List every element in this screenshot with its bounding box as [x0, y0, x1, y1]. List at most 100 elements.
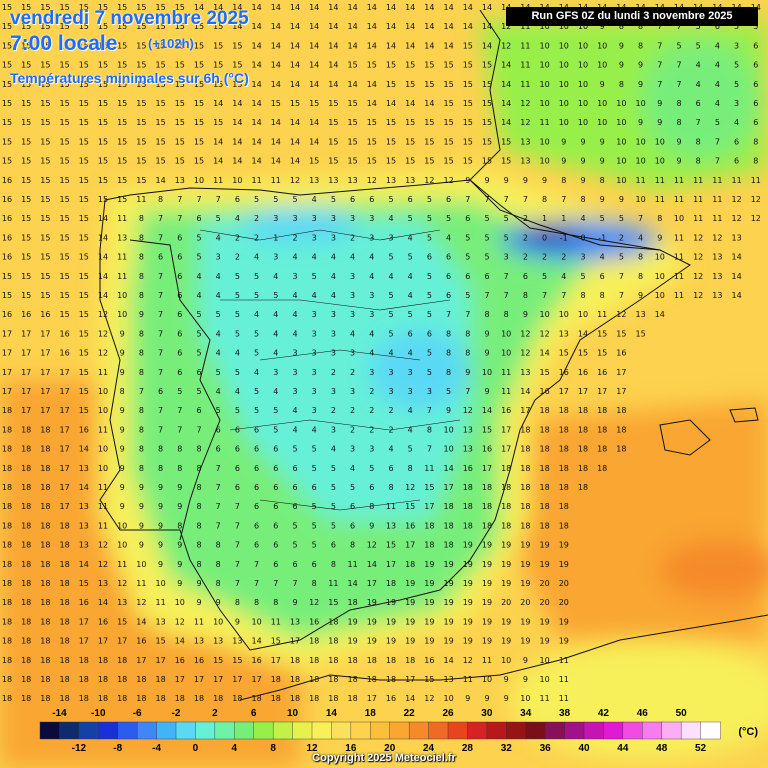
grid-value: 18 [578, 483, 588, 492]
grid-value: 16 [2, 214, 12, 223]
grid-value: 9 [580, 157, 585, 166]
grid-value: 10 [540, 61, 550, 70]
grid-value: 9 [484, 176, 489, 185]
grid-value: 15 [2, 118, 12, 127]
grid-value: 18 [60, 675, 70, 684]
grid-value: 18 [348, 656, 358, 665]
grid-value: 15 [117, 157, 127, 166]
grid-value: 6 [465, 272, 470, 281]
grid-value: 12 [501, 22, 511, 31]
grid-value: 8 [177, 521, 182, 530]
grid-value: 17 [40, 368, 50, 377]
grid-value: 10 [194, 176, 204, 185]
grid-value: 2 [350, 233, 355, 242]
grid-value: 14 [271, 137, 281, 146]
grid-value: 16 [2, 310, 12, 319]
grid-value: 3 [312, 387, 317, 396]
grid-value: 12 [520, 99, 530, 108]
legend-swatch [78, 721, 99, 740]
grid-value: 10 [117, 541, 127, 550]
grid-value: 5 [408, 253, 413, 262]
grid-value: 15 [175, 118, 185, 127]
grid-value: 14 [520, 387, 530, 396]
grid-value: 18 [309, 694, 319, 703]
grid-value: -1 [598, 233, 606, 242]
grid-value: 5 [427, 195, 432, 204]
grid-value: 5 [331, 502, 336, 511]
grid-value: 8 [139, 291, 144, 300]
grid-value: 18 [463, 483, 473, 492]
grid-value: 15 [79, 80, 89, 89]
grid-value: 15 [482, 137, 492, 146]
grid-value: 10 [252, 617, 262, 626]
grid-value: 14 [271, 80, 281, 89]
grid-value: 4 [408, 272, 413, 281]
grid-value: 14 [232, 118, 242, 127]
grid-value: 18 [40, 560, 50, 569]
grid-value: 4 [312, 195, 317, 204]
grid-value: 15 [136, 99, 146, 108]
grid-value: 14 [271, 41, 281, 50]
grid-value: 13 [79, 521, 89, 530]
grid-value: 14 [405, 694, 415, 703]
grid-value: 14 [386, 3, 396, 12]
grid-value: 8 [696, 137, 701, 146]
grid-value: 6 [292, 502, 297, 511]
grid-value: 10 [559, 22, 569, 31]
grid-value: 18 [21, 617, 31, 626]
legend-bottom-label: 28 [462, 743, 474, 754]
grid-value: 13 [156, 617, 166, 626]
grid-value: 15 [578, 349, 588, 358]
grid-value: 5 [254, 406, 259, 415]
grid-value: 9 [619, 195, 624, 204]
grid-value: 5 [292, 195, 297, 204]
grid-value: 5 [446, 214, 451, 223]
grid-value: 15 [175, 137, 185, 146]
grid-value: 3 [273, 214, 278, 223]
grid-value: 15 [482, 99, 492, 108]
grid-value: 7 [504, 272, 509, 281]
grid-value: 8 [600, 291, 605, 300]
grid-value: 5 [235, 272, 240, 281]
grid-value: 14 [232, 22, 242, 31]
grid-value: 4 [331, 291, 336, 300]
grid-value: 15 [463, 99, 473, 108]
grid-value: 9 [158, 521, 163, 530]
grid-value: 15 [501, 137, 511, 146]
grid-value: 15 [156, 22, 166, 31]
grid-value: 9 [580, 176, 585, 185]
grid-value: 15 [405, 502, 415, 511]
grid-value: 10 [444, 694, 454, 703]
grid-value: 19 [559, 617, 569, 626]
grid-value: 7 [446, 310, 451, 319]
grid-value: 14 [328, 41, 338, 50]
grid-value: 15 [348, 99, 358, 108]
grid-value: 5 [273, 406, 278, 415]
grid-value: 14 [732, 253, 742, 262]
grid-value: 19 [520, 560, 530, 569]
grid-value: 18 [21, 579, 31, 588]
grid-value: 17 [21, 368, 31, 377]
grid-value: 15 [98, 80, 108, 89]
grid-value: 11 [540, 118, 550, 127]
grid-value: 15 [348, 61, 358, 70]
grid-value: 15 [79, 329, 89, 338]
legend-swatch [311, 721, 333, 740]
grid-value: 5 [254, 387, 259, 396]
grid-value: 19 [463, 637, 473, 646]
grid-value: 6 [216, 445, 221, 454]
grid-value: 6 [292, 560, 297, 569]
grid-value: 5 [292, 541, 297, 550]
grid-value: 5 [408, 310, 413, 319]
grid-value: 11 [136, 579, 146, 588]
grid-value: 0 [542, 233, 547, 242]
grid-value: 14 [271, 118, 281, 127]
grid-value: 15 [328, 598, 338, 607]
grid-value: 15 [2, 41, 12, 50]
grid-value: 10 [117, 521, 127, 530]
grid-value: 18 [597, 445, 607, 454]
grid-value: 14 [405, 99, 415, 108]
grid-value: 6 [273, 502, 278, 511]
grid-value: 18 [559, 445, 569, 454]
grid-value: 5 [331, 521, 336, 530]
